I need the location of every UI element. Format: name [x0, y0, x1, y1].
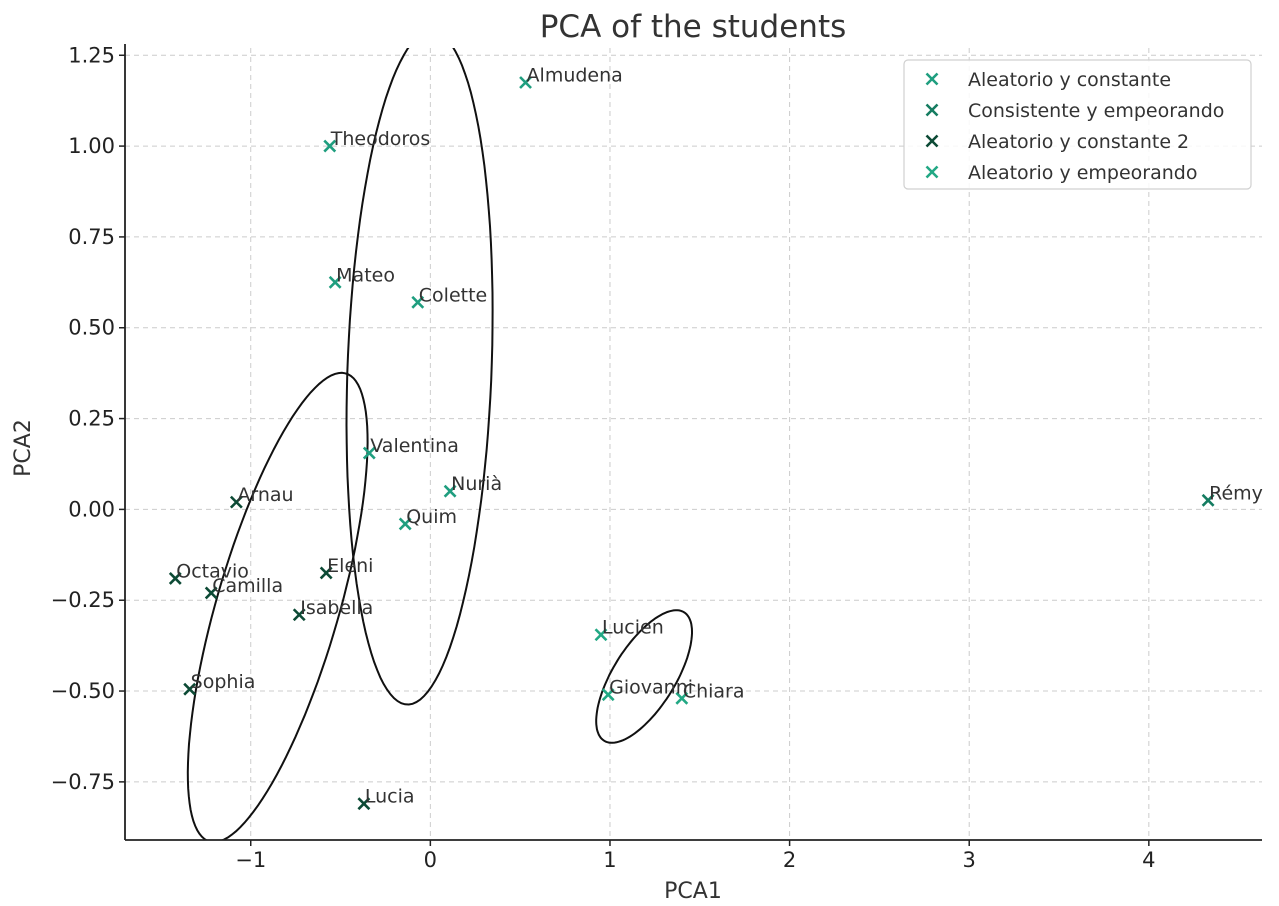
- point-marker: [1201, 493, 1215, 507]
- chart-title: PCA of the students: [540, 9, 847, 45]
- point-label: Quim: [406, 506, 457, 528]
- point-marker: [229, 495, 243, 509]
- legend-marker: [925, 134, 939, 148]
- y-tick-label: 0.00: [68, 497, 115, 521]
- point-label: Mateo: [336, 264, 395, 286]
- point-label: Octavio: [176, 560, 249, 582]
- point-marker: [357, 797, 371, 811]
- legend-marker: [925, 165, 939, 179]
- point-marker: [292, 608, 306, 622]
- y-tick-label: 0.25: [68, 407, 115, 431]
- x-axis-title: PCA1: [664, 879, 722, 904]
- x-tick-label: −1: [235, 848, 266, 872]
- y-tick-label: 0.50: [68, 316, 115, 340]
- point-label: Colette: [419, 284, 487, 306]
- axes: [124, 44, 1262, 841]
- point-marker: [411, 295, 425, 309]
- point-label: Isabella: [300, 597, 373, 619]
- point-label: Camilla: [212, 575, 283, 597]
- point-label: Arnau: [237, 484, 293, 506]
- point-marker: [168, 572, 182, 585]
- legend-label: Aleatorio y constante: [968, 69, 1171, 91]
- tick-labels: −1 0 1 2 3 4 −0.75 −0.50 −0.25 0.00 0.25 0.50 0.75 1.…: [51, 43, 1156, 872]
- point-marker: [398, 517, 412, 531]
- point-marker: [319, 566, 333, 580]
- legend-marker: [925, 103, 939, 117]
- x-tick-label: 0: [424, 848, 437, 872]
- point-marker: [204, 586, 218, 600]
- legend-label: Consistente y empeorando: [968, 100, 1224, 122]
- cluster-ellipse: [186, 371, 369, 840]
- legend-box: [903, 59, 1252, 190]
- y-tick-label: −0.75: [51, 770, 115, 794]
- point-label: Lucien: [602, 617, 664, 639]
- point-label: Giovanni: [609, 677, 693, 699]
- point-labels: Almudena Theodoros Mateo Colette Valentina Nu…: [176, 65, 1263, 808]
- x-tick-label: 4: [1142, 848, 1155, 872]
- point-label: Theodoros: [330, 128, 431, 150]
- y-tick-label: −0.50: [51, 679, 115, 703]
- point-label: Nurià: [451, 473, 502, 495]
- grid-lines: [125, 48, 1262, 840]
- cluster-ellipse: [345, 48, 494, 706]
- y-tick-label: 0.75: [68, 225, 115, 249]
- y-tick-label: 1.25: [68, 43, 115, 67]
- point-label: Chiara: [683, 680, 745, 702]
- point-marker: [594, 628, 608, 642]
- x-tick-label: 2: [783, 848, 796, 872]
- point-marker: [183, 682, 197, 696]
- point-marker: [323, 139, 337, 153]
- point-marker: [675, 691, 689, 705]
- legend-label: Aleatorio y empeorando: [968, 162, 1197, 184]
- point-label: Valentina: [370, 435, 459, 457]
- point-label: Sophia: [191, 671, 256, 693]
- y-tick-label: −0.25: [51, 588, 115, 612]
- cluster-ellipses: [186, 48, 693, 840]
- legend-label: Aleatorio y constante 2: [968, 131, 1189, 153]
- point-label: Rémy: [1209, 482, 1263, 504]
- y-axis-title: PCA2: [11, 419, 36, 477]
- x-tick-label: 1: [603, 848, 616, 872]
- point-marker: [443, 484, 457, 498]
- cluster-ellipse: [595, 609, 693, 744]
- data-points: [168, 76, 1215, 811]
- point-label: Eleni: [327, 555, 373, 577]
- point-marker: [362, 446, 376, 460]
- point-marker: [601, 688, 615, 702]
- point-marker: [328, 275, 342, 289]
- point-label: Lucia: [365, 786, 415, 808]
- y-tick-label: 1.00: [68, 134, 115, 158]
- point-label: Almudena: [527, 65, 623, 87]
- legend-marker: [925, 72, 939, 86]
- x-tick-label: 3: [963, 848, 976, 872]
- legend: Aleatorio y constante Consistente y empeo…: [903, 59, 1252, 190]
- point-marker: [519, 76, 532, 89]
